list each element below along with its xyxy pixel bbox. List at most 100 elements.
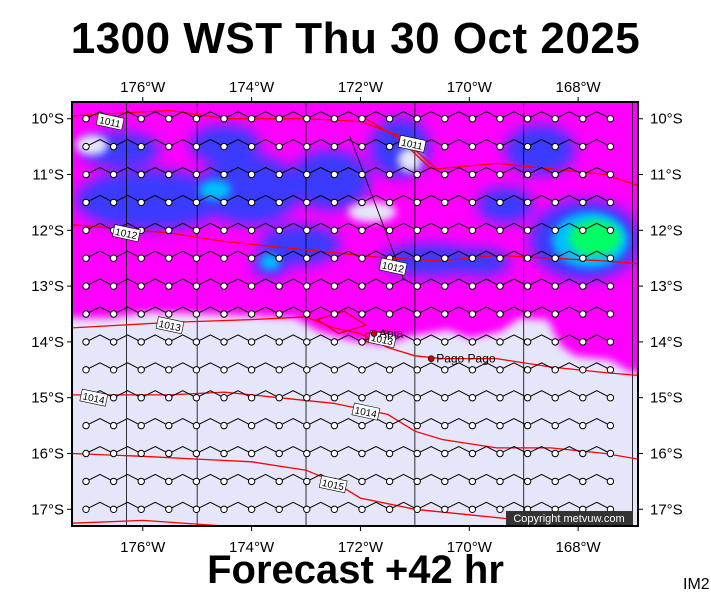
edge-barb — [641, 198, 647, 206]
wind-station — [303, 142, 311, 151]
wind-station — [275, 226, 283, 235]
wind-station — [137, 505, 145, 513]
wind-station — [606, 449, 615, 458]
wind-station — [247, 449, 256, 458]
wind-station — [275, 142, 283, 151]
wind-station — [165, 338, 173, 346]
wind-row-11 — [85, 418, 611, 427]
wind-station — [441, 170, 449, 179]
lat-tick-right: 15°S — [650, 390, 683, 407]
wind-station — [523, 421, 532, 430]
wind-station — [82, 170, 90, 179]
wind-station — [220, 142, 228, 151]
place-markers: Apia Pago Pago — [370, 327, 496, 366]
wind-station — [303, 198, 311, 207]
wind-station — [247, 338, 256, 346]
wind-station — [303, 115, 311, 123]
wind-station — [413, 394, 421, 402]
wind-station — [468, 310, 477, 318]
lon-tick-bottom: 168°W — [556, 539, 602, 556]
wind-station — [109, 449, 118, 458]
wind-station — [109, 310, 118, 318]
wind-station — [137, 170, 145, 179]
wind-station — [468, 394, 477, 402]
wind-station — [523, 449, 532, 458]
wind-station — [579, 226, 587, 235]
wind-row-4 — [85, 222, 611, 231]
wind-station — [82, 142, 90, 151]
wind-station — [82, 198, 90, 207]
lon-tick-bottom: 172°W — [338, 539, 384, 556]
isobar-label-2: 1012 — [112, 224, 141, 242]
wind-station — [137, 282, 145, 290]
wind-station — [220, 366, 228, 374]
wind-station — [247, 170, 256, 179]
wind-station — [109, 142, 118, 151]
lat-tick-left: 14°S — [31, 334, 64, 351]
wind-station — [165, 477, 173, 486]
isobar-line-6 — [72, 391, 638, 460]
wind-station — [303, 394, 311, 402]
wind-station — [413, 282, 421, 290]
wind-station — [220, 449, 228, 458]
wind-station — [275, 115, 283, 123]
place-label: Pago Pago — [436, 352, 496, 366]
lat-tick-right: 12°S — [650, 222, 683, 239]
wind-station — [358, 477, 366, 486]
edge-barb — [641, 254, 647, 262]
wind-row-7 — [85, 306, 611, 315]
wind-station — [275, 310, 283, 318]
wind-station — [303, 310, 311, 318]
wind-station — [523, 338, 532, 346]
wind-station — [137, 394, 145, 402]
wind-station — [220, 226, 228, 235]
wind-station — [441, 394, 449, 402]
wind-station — [358, 170, 366, 179]
wind-station — [247, 115, 256, 123]
wind-station — [413, 421, 421, 430]
wind-station — [551, 198, 559, 207]
wind-station — [551, 170, 559, 179]
wind-row-14 — [85, 501, 611, 510]
wind-station — [358, 394, 366, 402]
wind-station — [523, 366, 532, 374]
wind-station — [165, 394, 173, 402]
wind-station — [413, 338, 421, 346]
wind-station — [109, 394, 118, 402]
lon-tick-top: 174°W — [229, 79, 275, 96]
wind-station — [275, 366, 283, 374]
wind-station — [82, 366, 90, 374]
wind-station — [551, 421, 559, 430]
wind-station — [165, 282, 173, 290]
wind-station — [496, 142, 504, 151]
wind-station — [468, 198, 477, 207]
wind-station — [385, 226, 394, 235]
wind-station — [165, 170, 173, 179]
wind-station — [275, 198, 283, 207]
wind-station — [579, 366, 587, 374]
wind-station — [606, 170, 615, 179]
lon-tick-top: 172°W — [338, 79, 384, 96]
wind-station — [137, 366, 145, 374]
wind-station — [441, 449, 449, 458]
place-dot — [370, 330, 378, 337]
isobar-line-0 — [72, 109, 638, 187]
wind-station — [165, 310, 173, 318]
wind-row-3 — [85, 194, 611, 203]
wind-station — [330, 254, 339, 262]
wind-station — [579, 142, 587, 151]
lat-tick-right: 10°S — [650, 111, 683, 128]
map-frame — [71, 101, 639, 527]
wind-station — [247, 226, 256, 235]
wind-station — [220, 394, 228, 402]
wind-station — [330, 338, 339, 346]
wind-station — [385, 421, 394, 430]
wind-station — [551, 226, 559, 235]
wind-station — [441, 477, 449, 486]
wind-station — [413, 254, 421, 262]
wind-station — [137, 198, 145, 207]
forecast-hour: Forecast +42 hr — [207, 548, 504, 592]
wind-station — [606, 115, 615, 123]
lat-tick-right: 14°S — [650, 334, 683, 351]
wind-station — [220, 282, 228, 290]
